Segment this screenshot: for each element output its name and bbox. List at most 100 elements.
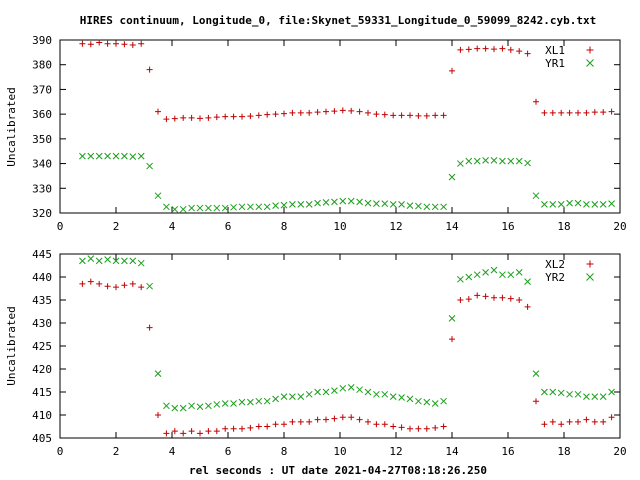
data-point [348,107,355,114]
data-point [364,199,372,207]
data-point [171,205,179,213]
data-point [221,400,229,407]
data-point [339,107,346,114]
x-tick-label: 4 [169,445,176,458]
data-point [163,203,170,211]
data-point [457,46,464,53]
data-point [398,200,405,208]
data-point [121,152,128,160]
data-point [247,398,254,406]
data-point [213,401,221,408]
data-point [516,297,523,303]
y-tick-label: 405 [32,432,52,445]
x-axis-label: rel seconds : UT date 2021-04-27T08:18:2… [189,464,487,477]
chart-title: HIRES continuum, Longitude_0, file:Skyne… [80,14,597,27]
data-point [305,390,313,398]
data-point [465,296,472,303]
data-point [281,421,287,428]
data-point [331,108,338,115]
data-point [314,109,321,116]
data-point [305,200,313,208]
x-tick-label: 8 [281,220,288,233]
data-point [163,116,170,123]
data-point [339,384,347,392]
data-point [491,46,497,53]
data-point [465,273,473,281]
data-point [608,108,615,115]
data-point [440,203,447,211]
y-tick-label: 330 [32,182,52,195]
data-point [583,200,590,208]
data-point [406,395,414,403]
data-point [104,283,111,290]
data-point [482,293,489,300]
data-point [600,109,607,116]
data-point [113,284,119,291]
series-xl1 [79,39,615,123]
y-tick-label: 435 [32,294,52,307]
series-yr2 [79,255,615,412]
data-point [188,204,195,212]
data-point [373,390,380,398]
bottom-panel: Uncalibrated 0 2 4 6 8 10 12 14 16 18 20 405 410 415 4… [5,248,627,458]
data-point [289,200,296,208]
legend-label: YR2 [545,271,565,284]
data-point [583,109,590,116]
data-point [557,200,565,208]
data-point [247,424,254,431]
data-point [79,40,86,47]
x-tick-label: 16 [501,220,514,233]
data-point [557,389,565,397]
data-point [390,423,397,430]
data-point [264,111,271,118]
data-point [297,109,304,116]
data-point [121,282,128,289]
data-point [95,257,103,265]
data-point [222,113,229,120]
x-tick-label: 20 [613,220,626,233]
data-point [247,203,254,211]
data-point [356,108,363,115]
x-tick-label: 2 [113,445,120,458]
data-point [297,393,305,400]
data-point [230,113,237,120]
data-point [322,388,330,396]
data-point [347,197,355,205]
data-point [389,393,397,400]
data-point [407,112,413,119]
data-point [96,280,103,287]
data-point [113,40,119,47]
data-point [507,46,514,53]
data-point [129,153,137,161]
data-point [507,157,515,165]
y-tick-label: 360 [32,108,52,121]
data-point [507,295,514,302]
x-tick-label: 0 [57,220,64,233]
data-point [238,398,246,406]
data-point [516,48,523,55]
x-tick-label: 6 [225,445,232,458]
data-point [356,198,363,206]
data-point [339,414,346,421]
data-point [255,112,262,119]
data-point [373,200,380,207]
data-point [281,110,287,117]
data-point [465,46,472,53]
data-point [575,109,581,116]
x-tick-label: 20 [613,445,626,458]
data-point [457,160,464,167]
data-point [255,397,263,405]
y-tick-label: 415 [32,386,52,399]
data-point [347,384,355,391]
data-point [406,202,414,209]
data-point [314,388,321,396]
data-point [179,205,187,213]
data-point [348,414,355,421]
data-point [197,115,203,122]
data-point [263,203,271,211]
data-point [129,257,137,265]
data-point [239,425,245,432]
data-point [449,336,455,343]
data-point [448,173,456,181]
data-point [188,114,195,121]
